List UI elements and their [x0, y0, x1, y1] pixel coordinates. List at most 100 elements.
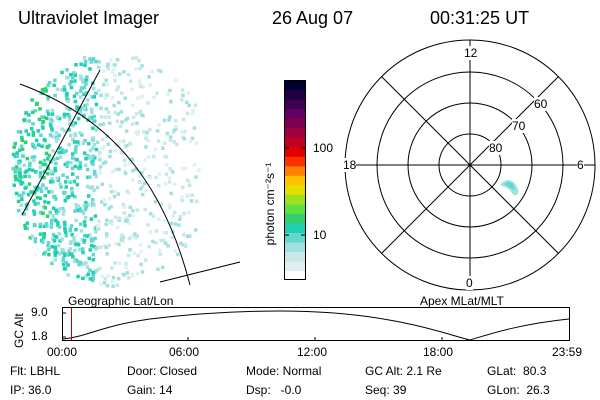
- emission-pixel: [14, 191, 19, 196]
- emission-pixel: [130, 103, 135, 108]
- emission-pixel: [192, 163, 197, 167]
- emission-pixel: [43, 200, 47, 204]
- emission-pixel: [137, 79, 142, 83]
- emission-pixel: [147, 75, 151, 79]
- emission-pixel: [40, 124, 45, 128]
- emission-pixel: [46, 95, 50, 99]
- emission-pixel: [172, 210, 177, 215]
- emission-pixel: [88, 186, 93, 190]
- emission-pixel: [68, 247, 72, 251]
- emission-pixel: [165, 131, 170, 136]
- colorbar-band: [284, 165, 306, 176]
- emission-pixel: [110, 266, 114, 270]
- emission-pixel: [50, 261, 54, 266]
- emission-pixel: [124, 266, 129, 270]
- emission-pixel: [83, 207, 88, 212]
- emission-pixel: [45, 116, 49, 120]
- emission-pixel: [121, 202, 125, 207]
- emission-pixel: [117, 139, 122, 144]
- emission-pixel: [58, 155, 63, 159]
- colorbar-band: [284, 175, 306, 186]
- emission-pixel: [62, 88, 67, 92]
- emission-pixel: [125, 189, 129, 194]
- emission-pixel: [127, 213, 132, 218]
- emission-pixel: [81, 247, 85, 251]
- emission-pixel: [102, 243, 107, 248]
- emission-pixel: [56, 220, 60, 225]
- emission-pixel: [161, 238, 166, 242]
- emission-pixel: [113, 73, 117, 77]
- emission-pixel: [171, 214, 175, 218]
- geographic-caption: Geographic Lat/Lon: [68, 294, 174, 308]
- emission-pixel: [139, 262, 143, 267]
- emission-pixel: [82, 151, 87, 155]
- emission-pixel: [50, 169, 54, 174]
- emission-pixel: [124, 262, 128, 266]
- emission-pixel: [47, 252, 51, 257]
- emission-pixel: [65, 68, 69, 72]
- emission-pixel: [134, 67, 138, 71]
- emission-pixel: [52, 239, 57, 243]
- emission-pixel: [78, 131, 82, 135]
- emission-pixel: [101, 82, 106, 87]
- emission-pixel: [187, 234, 192, 238]
- emission-pixel: [89, 155, 93, 159]
- mlt-label-12: 12: [464, 46, 478, 60]
- emission-pixel: [64, 185, 68, 189]
- emission-pixel: [187, 210, 191, 215]
- emission-pixel: [106, 110, 111, 114]
- emission-pixel: [65, 164, 69, 169]
- emission-pixel: [82, 238, 87, 243]
- emission-pixel: [51, 214, 55, 218]
- emission-pixel: [135, 208, 140, 212]
- emission-pixel: [103, 115, 107, 119]
- emission-pixel: [18, 167, 22, 171]
- emission-pixel: [170, 235, 174, 240]
- emission-pixel: [107, 243, 111, 248]
- orbit-ytick-low: 1.8: [31, 329, 48, 343]
- emission-pixel: [163, 182, 168, 186]
- emission-pixel: [190, 193, 195, 197]
- emission-pixel: [166, 244, 170, 248]
- emission-pixel: [42, 175, 46, 180]
- emission-pixel: [105, 93, 110, 97]
- emission-pixel: [87, 156, 91, 160]
- emission-pixel: [30, 98, 34, 102]
- gc-altitude-status: GC Alt: 2.1 Re: [365, 364, 442, 378]
- emission-pixel: [94, 91, 98, 95]
- colorbar-band: [284, 232, 306, 243]
- emission-pixel: [159, 238, 163, 243]
- emission-pixel: [42, 137, 47, 142]
- emission-pixel: [64, 260, 68, 265]
- emission-pixel: [75, 106, 79, 111]
- emission-pixel: [65, 160, 70, 165]
- emission-pixel: [92, 244, 96, 249]
- emission-pixel: [18, 130, 23, 134]
- emission-pixel: [17, 172, 22, 176]
- emission-pixel: [79, 222, 83, 226]
- emission-pixel: [68, 82, 72, 86]
- emission-pixel: [136, 130, 140, 134]
- emission-pixel: [111, 275, 116, 280]
- emission-pixel: [112, 194, 117, 199]
- emission-pixel: [81, 276, 85, 281]
- emission-pixel: [118, 124, 123, 128]
- emission-pixel: [97, 60, 101, 64]
- mode-status: Mode: Normal: [246, 364, 322, 378]
- emission-pixel: [157, 172, 162, 176]
- emission-pixel: [15, 151, 19, 155]
- emission-pixel: [158, 248, 162, 253]
- polar-plot: [344, 39, 596, 291]
- emission-pixel: [90, 185, 95, 189]
- emission-pixel: [48, 133, 53, 137]
- emission-pixel: [46, 243, 50, 248]
- emission-pixel: [182, 232, 186, 237]
- emission-pixel: [53, 253, 58, 258]
- colorbar-band: [284, 194, 306, 205]
- emission-pixel: [157, 123, 161, 127]
- emission-pixel: [92, 203, 96, 207]
- colorbar-band: [284, 222, 306, 233]
- emission-pixel: [147, 245, 151, 249]
- emission-pixel: [105, 134, 109, 138]
- emission-pixel: [183, 166, 188, 170]
